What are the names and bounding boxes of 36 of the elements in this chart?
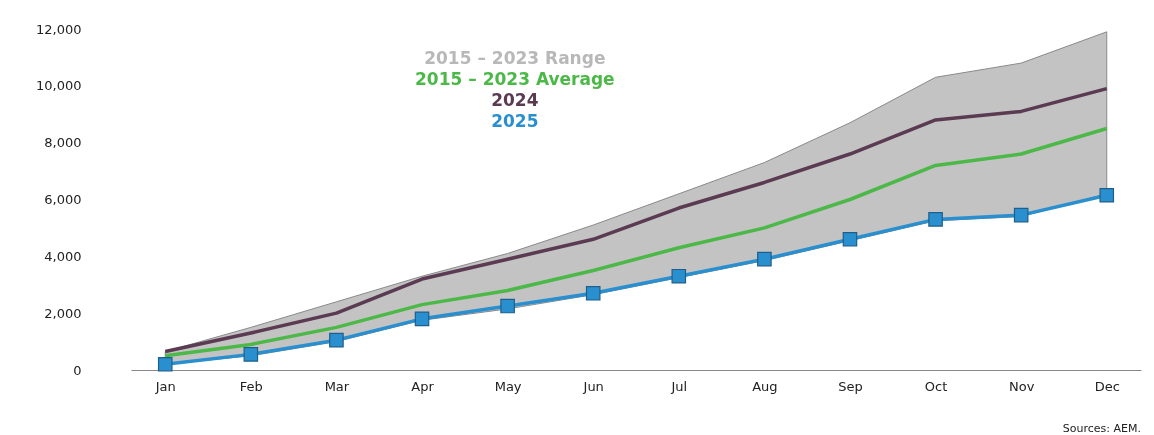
x-tick-label: Mar [324,378,350,394]
source-note: Sources: AEM. [1062,422,1141,435]
point [157,357,173,372]
point [414,311,430,327]
text: 2025 [491,111,539,131]
annotation: 2015 – 2023 Range [424,48,606,68]
x-tick-label: Feb [239,378,263,394]
point [757,251,772,267]
x-tick-label: Aug [752,378,778,394]
x-tick-label: Jan [154,378,176,394]
text: 2015 – 2023 Average [415,69,615,89]
y-tick-label: 2,000 [44,305,82,321]
point [1099,187,1115,203]
y-tick-label: 12,000 [36,21,82,37]
point [842,231,858,247]
x-tick-label: Nov [1008,378,1035,394]
y-tick-label: 0 [73,362,82,378]
y-tick-label: 10,000 [36,78,82,94]
y-tick-label: 8,000 [44,135,82,151]
x-tick-label: Jun [582,378,604,394]
x-tick-label: Apr [411,378,435,394]
x-tick-label: Jul [670,378,688,394]
x-tick-label: Oct [924,378,948,394]
point [671,268,687,284]
point [500,298,515,314]
text: 2024 [491,90,539,110]
point [928,212,943,227]
x-tick-label: Sep [838,378,863,394]
y-tick-label: 6,000 [44,192,82,207]
x-tick-label: Dec [1094,378,1120,394]
point [243,347,259,362]
point [585,285,601,301]
point [329,332,344,348]
x-tick-label: May [494,378,522,394]
point [1013,207,1029,223]
y-tick-label: 4,000 [44,248,82,264]
